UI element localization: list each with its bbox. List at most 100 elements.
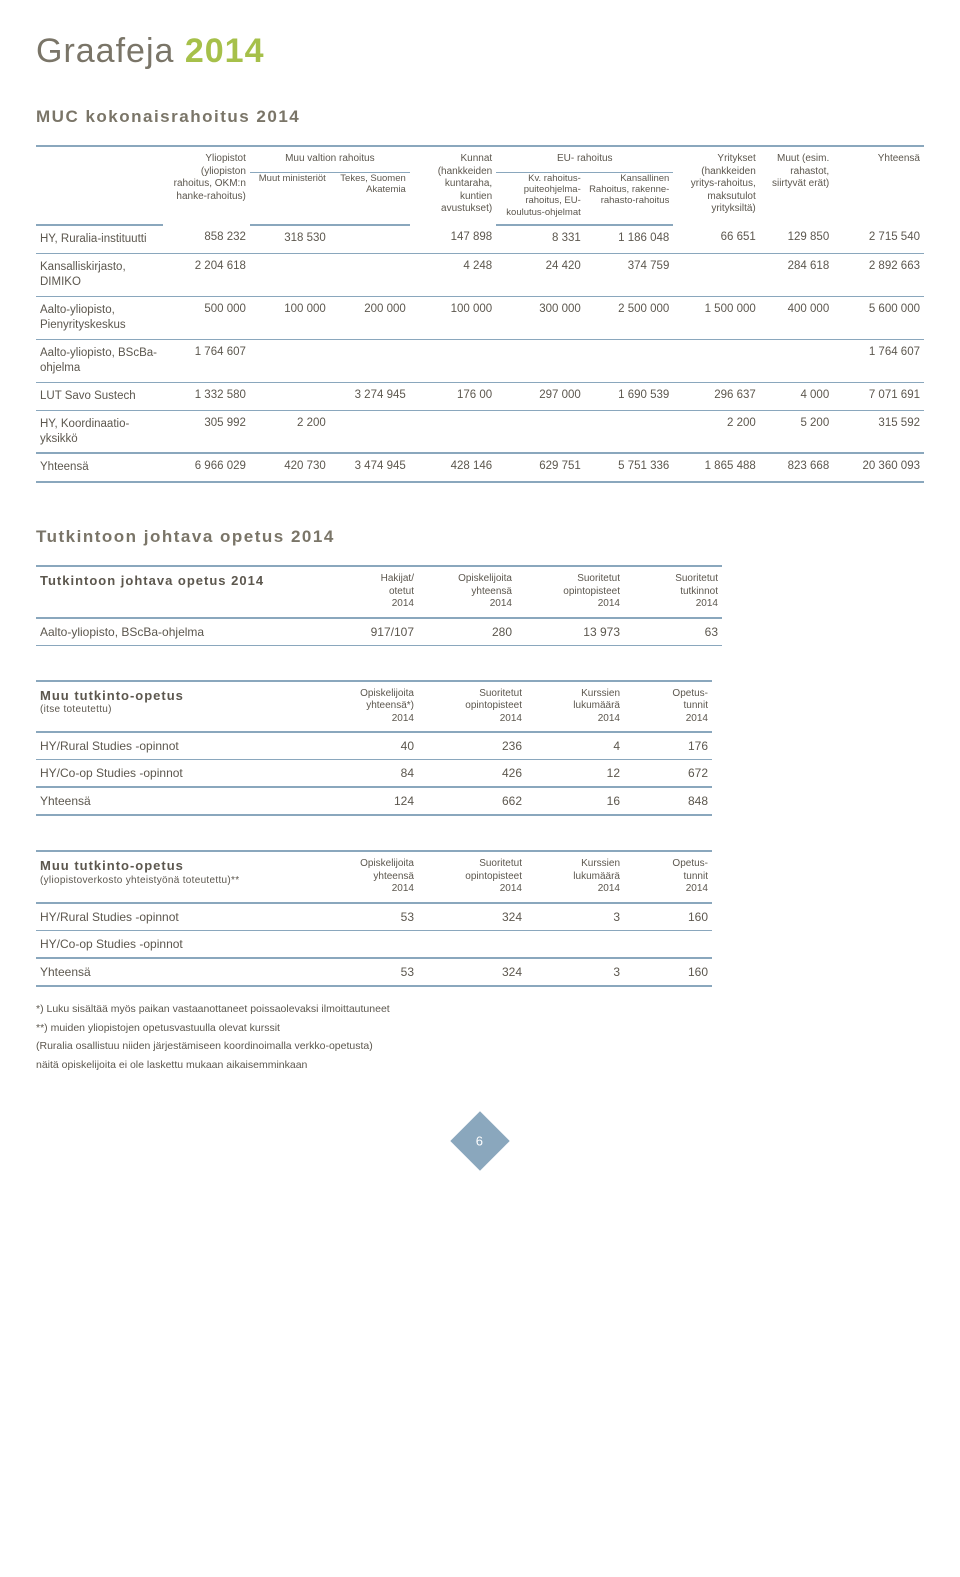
cell bbox=[410, 410, 496, 453]
cell: 66 651 bbox=[673, 225, 759, 253]
cell bbox=[673, 339, 759, 382]
row-label: HY, Koordinaatio-yksikkö bbox=[36, 410, 163, 453]
cell: 4 bbox=[526, 732, 624, 760]
cell bbox=[250, 382, 330, 410]
cell: 100 000 bbox=[250, 296, 330, 339]
cell bbox=[760, 339, 833, 382]
cell: 63 bbox=[624, 618, 722, 646]
cell bbox=[410, 339, 496, 382]
cell: 8 331 bbox=[496, 225, 585, 253]
row-label: Yhteensä bbox=[36, 453, 163, 482]
t1-h-c6: Muut (esim. rahastot, siirtyvät erät) bbox=[760, 146, 833, 225]
cell: 662 bbox=[418, 787, 526, 815]
cell bbox=[418, 930, 526, 958]
cell bbox=[585, 339, 674, 382]
cell: 3 274 945 bbox=[330, 382, 410, 410]
row-label: HY/Co-op Studies -opinnot bbox=[36, 930, 320, 958]
t1-h-g2: Muu valtion rahoitus bbox=[250, 146, 410, 172]
cell: 823 668 bbox=[760, 453, 833, 482]
cell bbox=[250, 339, 330, 382]
cell: 858 232 bbox=[163, 225, 249, 253]
t1-h-g4b: Kansallinen Rahoitus, rakenne-rahasto-ra… bbox=[585, 172, 674, 225]
cell: 53 bbox=[320, 958, 418, 986]
cell: 280 bbox=[418, 618, 516, 646]
t4-title-cell: Muu tutkinto-opetus(yliopistoverkosto yh… bbox=[36, 851, 320, 903]
cell: 428 146 bbox=[410, 453, 496, 482]
cell: 2 204 618 bbox=[163, 254, 249, 297]
t4-table: Muu tutkinto-opetus(yliopistoverkosto yh… bbox=[36, 850, 712, 987]
cell: 324 bbox=[418, 958, 526, 986]
page-title-year: 2014 bbox=[185, 32, 265, 70]
col-header: Opetus- tunnit 2014 bbox=[624, 681, 712, 733]
cell: 315 592 bbox=[833, 410, 924, 453]
t3-table: Muu tutkinto-opetus(itse toteutettu)Opis… bbox=[36, 680, 712, 817]
cell: 1 500 000 bbox=[673, 296, 759, 339]
cell bbox=[330, 225, 410, 253]
t1-h-g4a: Kv. rahoitus-puiteohjelma-rahoitus, EU-k… bbox=[496, 172, 585, 225]
t1-h-g2a: Muut ministeriöt bbox=[250, 172, 330, 225]
col-header: Kurssien lukumäärä 2014 bbox=[526, 681, 624, 733]
row-label: Aalto-yliopisto, Pienyrityskeskus bbox=[36, 296, 163, 339]
cell: 318 530 bbox=[250, 225, 330, 253]
cell: 129 850 bbox=[760, 225, 833, 253]
cell: 53 bbox=[320, 903, 418, 931]
cell: 12 bbox=[526, 760, 624, 788]
cell: 374 759 bbox=[585, 254, 674, 297]
cell: 20 360 093 bbox=[833, 453, 924, 482]
t1-h-c7: Yhteensä bbox=[833, 146, 924, 225]
row-label: Yhteensä bbox=[36, 958, 320, 986]
cell: 629 751 bbox=[496, 453, 585, 482]
row-label: Yhteensä bbox=[36, 787, 320, 815]
col-header: Suoritetut opintopisteet 2014 bbox=[516, 566, 624, 618]
cell bbox=[250, 254, 330, 297]
cell bbox=[330, 339, 410, 382]
cell: 1 186 048 bbox=[585, 225, 674, 253]
table-row: HY, Ruralia-instituutti858 232318 530147… bbox=[36, 225, 924, 253]
cell: 160 bbox=[624, 958, 712, 986]
col-header: Opiskelijoita yhteensä*) 2014 bbox=[320, 681, 418, 733]
t2-title-cell: Tutkintoon johtava opetus 2014 bbox=[36, 566, 320, 618]
cell: 305 992 bbox=[163, 410, 249, 453]
cell: 84 bbox=[320, 760, 418, 788]
total-row: Yhteensä6 966 029420 7303 474 945428 146… bbox=[36, 453, 924, 482]
cell: 296 637 bbox=[673, 382, 759, 410]
cell: 1 764 607 bbox=[163, 339, 249, 382]
cell bbox=[585, 410, 674, 453]
t1-h-g2b: Tekes, Suomen Akatemia bbox=[330, 172, 410, 225]
cell: 124 bbox=[320, 787, 418, 815]
cell: 160 bbox=[624, 903, 712, 931]
cell: 24 420 bbox=[496, 254, 585, 297]
table-row: HY/Co-op Studies -opinnot8442612672 bbox=[36, 760, 712, 788]
cell: 2 200 bbox=[673, 410, 759, 453]
row-label: HY, Ruralia-instituutti bbox=[36, 225, 163, 253]
cell: 3 bbox=[526, 903, 624, 931]
footnotes: *) Luku sisältää myös paikan vastaanotta… bbox=[36, 1001, 924, 1074]
row-label: HY/Rural Studies -opinnot bbox=[36, 903, 320, 931]
cell: 2 715 540 bbox=[833, 225, 924, 253]
cell: 176 00 bbox=[410, 382, 496, 410]
t2-table: Tutkintoon johtava opetus 2014Hakijat/ o… bbox=[36, 565, 722, 646]
cell bbox=[496, 410, 585, 453]
row-label: HY/Co-op Studies -opinnot bbox=[36, 760, 320, 788]
cell bbox=[673, 254, 759, 297]
cell: 3 474 945 bbox=[330, 453, 410, 482]
row-label: HY/Rural Studies -opinnot bbox=[36, 732, 320, 760]
cell: 324 bbox=[418, 903, 526, 931]
t1-h-c3: Kunnat (hankkeiden kuntaraha, kuntien av… bbox=[410, 146, 496, 225]
cell: 1 690 539 bbox=[585, 382, 674, 410]
cell: 100 000 bbox=[410, 296, 496, 339]
cell: 5 600 000 bbox=[833, 296, 924, 339]
cell bbox=[330, 254, 410, 297]
cell: 4 248 bbox=[410, 254, 496, 297]
col-header: Opetus- tunnit 2014 bbox=[624, 851, 712, 903]
row-label: Kansalliskirjasto, DIMIKO bbox=[36, 254, 163, 297]
cell: 1 764 607 bbox=[833, 339, 924, 382]
col-header: Hakijat/ otetut 2014 bbox=[320, 566, 418, 618]
cell: 297 000 bbox=[496, 382, 585, 410]
cell: 16 bbox=[526, 787, 624, 815]
cell: 3 bbox=[526, 958, 624, 986]
row-label: Aalto-yliopisto, BScBa-ohjelma bbox=[36, 339, 163, 382]
cell: 848 bbox=[624, 787, 712, 815]
cell: 5 200 bbox=[760, 410, 833, 453]
cell: 426 bbox=[418, 760, 526, 788]
